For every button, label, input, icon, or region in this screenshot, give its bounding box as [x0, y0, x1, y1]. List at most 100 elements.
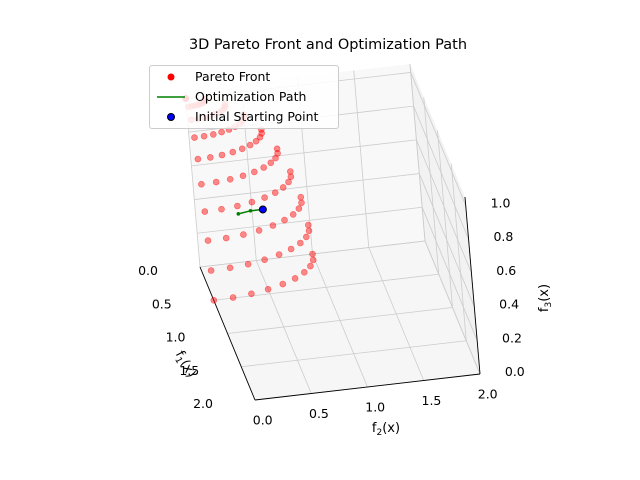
pareto-point	[287, 245, 295, 253]
pareto-point	[255, 227, 263, 234]
pareto-point	[246, 141, 254, 149]
pareto-point	[239, 172, 247, 180]
grid-line-right-x	[450, 163, 467, 341]
pareto-point	[286, 168, 294, 175]
pareto-point	[218, 151, 226, 159]
grid-line-right-z	[416, 139, 472, 274]
legend-label-pareto-front: Pareto Front	[195, 69, 271, 84]
x-tick-label: 2.0	[193, 396, 213, 411]
pareto-point	[251, 168, 258, 176]
x-tick-label: 0.5	[152, 296, 172, 311]
pareto-point	[264, 285, 272, 293]
z-tick-label: 1.0	[491, 195, 511, 210]
z-tick-label: 0.6	[496, 263, 516, 278]
pareto-point	[210, 131, 217, 138]
pareto-point	[295, 205, 303, 212]
pareto-point	[226, 264, 234, 272]
pareto-point	[201, 208, 209, 215]
z-tick-label: 0.8	[493, 229, 513, 244]
pareto-point	[272, 154, 279, 162]
pareto-point	[248, 198, 256, 206]
legend-marker-pareto-front	[167, 73, 175, 81]
pareto-point	[200, 132, 208, 140]
pareto-point	[207, 154, 214, 161]
pareto-point	[252, 137, 260, 145]
z-tick-label: 0.0	[505, 364, 525, 379]
pareto-point	[212, 178, 220, 186]
legend-item-optimization-path: Optimization Path	[150, 88, 338, 106]
pareto-point	[218, 128, 225, 136]
grid-line-back-z	[194, 173, 420, 200]
grid-line-back-y	[409, 63, 426, 242]
pareto-point	[229, 148, 237, 156]
y-tick-label: 2.0	[478, 387, 498, 402]
grid-line-floor-x	[241, 340, 467, 368]
pareto-point	[279, 280, 287, 288]
legend-marker-initial-point	[167, 113, 175, 121]
z-axis-label: f3(x)	[537, 284, 554, 312]
grid-line-back-y	[353, 70, 370, 248]
pareto-point	[298, 199, 305, 207]
y-tick-label: 1.0	[365, 400, 385, 415]
pareto-point	[204, 237, 212, 244]
pareto-point	[234, 202, 241, 210]
pareto-point	[256, 133, 264, 141]
y-axis-line	[254, 373, 481, 401]
pareto-point	[297, 193, 305, 201]
grid-line-back-z	[199, 240, 426, 268]
x-axis-label: f1(x)	[170, 348, 198, 381]
pareto-point	[273, 145, 281, 153]
pareto-point	[194, 155, 202, 163]
pareto-point	[300, 268, 308, 276]
x-axis-line	[199, 266, 256, 401]
legend-item-pareto-front: Pareto Front	[150, 68, 338, 86]
z-tick-label: 0.2	[502, 330, 522, 345]
pareto-point	[261, 256, 268, 264]
x-tick-label: 1.5	[179, 363, 199, 378]
pareto-point	[240, 231, 247, 238]
initial-starting-point	[258, 205, 267, 214]
optimization-path	[236, 205, 267, 216]
axis-labels: f1(x) f2(x) f3(x)	[170, 284, 554, 438]
y-tick-label: 0.0	[253, 413, 273, 428]
pareto-point	[191, 134, 198, 141]
tick-labels: 0.0 0.5 1.0 1.5 2.0 0.0 0.5 1.0 1.5 2.0 0.0 0.2 0.4 0…	[138, 195, 525, 427]
legend-line-optimization-path	[157, 96, 185, 98]
pareto-point	[210, 296, 218, 304]
pareto-point	[218, 205, 225, 213]
grid-line-right-z	[418, 173, 475, 307]
pareto-point	[198, 180, 205, 188]
pareto-point	[296, 239, 304, 247]
pareto-point	[305, 227, 313, 235]
pareto-point	[248, 290, 255, 298]
grid-line-back-z	[197, 206, 423, 234]
pareto-point	[226, 176, 234, 183]
grid-line-right-z	[421, 207, 478, 341]
pareto-point	[289, 211, 297, 218]
pareto-point	[307, 262, 314, 270]
grid-line-right-x	[437, 130, 453, 308]
axis-lines	[199, 196, 481, 401]
z-axis-line	[464, 196, 481, 375]
x-tick-label: 0.0	[138, 263, 158, 278]
optimization-path-point	[236, 212, 241, 216]
grid-line-right-z	[424, 240, 481, 375]
pareto-point	[304, 221, 312, 229]
x-tick-label: 1.0	[166, 330, 186, 345]
grid-line-floor-y	[368, 247, 425, 381]
pareto-point	[271, 189, 279, 196]
pareto-point	[287, 173, 295, 180]
pareto-point	[291, 275, 299, 282]
chart-title: 3D Pareto Front and Optimization Path	[189, 37, 467, 53]
pareto-point	[275, 251, 283, 258]
grid-line-right-z	[413, 105, 469, 240]
pareto-point	[244, 260, 252, 268]
pareto-point	[309, 256, 317, 264]
pareto-point	[261, 194, 268, 201]
pareto-point	[222, 234, 230, 242]
pareto-point	[260, 164, 268, 171]
pareto-point	[238, 145, 246, 153]
grid-line-back-z	[191, 139, 417, 167]
grid-line-floor-y	[312, 253, 368, 388]
pareto-point	[229, 294, 237, 301]
